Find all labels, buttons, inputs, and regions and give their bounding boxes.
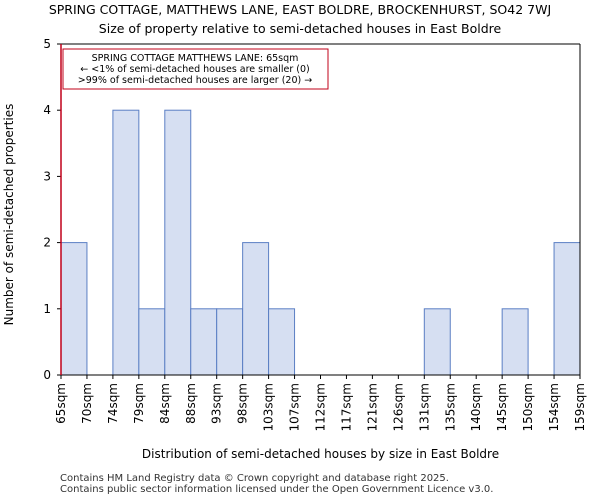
- x-tick-label-107sqm: 107sqm: [288, 383, 302, 431]
- x-tick-label-154sqm: 154sqm: [547, 383, 561, 431]
- x-tick-label-70sqm: 70sqm: [80, 383, 94, 424]
- x-tick-label-121sqm: 121sqm: [365, 383, 379, 431]
- y-tick-label-2: 2: [43, 236, 51, 250]
- y-tick-label-1: 1: [43, 302, 51, 316]
- annotation-box: [62, 48, 329, 90]
- bar-65sqm: [60, 242, 88, 376]
- x-tick-label-103sqm: 103sqm: [262, 383, 276, 431]
- chart-subtitle: Size of property relative to semi-detach…: [98, 21, 502, 36]
- bar-84sqm: [164, 109, 192, 376]
- x-tick-label-140sqm: 140sqm: [469, 383, 483, 431]
- bar-103sqm: [268, 308, 296, 376]
- bar-154sqm: [553, 242, 581, 376]
- x-tick-label-98sqm: 98sqm: [236, 383, 250, 424]
- bar-93sqm: [216, 308, 244, 376]
- x-tick-label-135sqm: 135sqm: [443, 383, 457, 431]
- y-tick-label-0: 0: [43, 368, 51, 382]
- bar-88sqm: [190, 308, 218, 376]
- annotation-line-3: >99% of semi-detached houses are larger …: [78, 75, 312, 86]
- x-tick-label-112sqm: 112sqm: [314, 383, 328, 431]
- y-tick-label-4: 4: [43, 103, 51, 117]
- x-tick-label-84sqm: 84sqm: [158, 383, 172, 424]
- x-tick-label-131sqm: 131sqm: [417, 383, 431, 431]
- x-tick-label-145sqm: 145sqm: [495, 383, 509, 431]
- x-tick-label-117sqm: 117sqm: [339, 383, 353, 431]
- footer-line-1: Contains HM Land Registry data © Crown c…: [60, 473, 449, 484]
- x-tick-label-150sqm: 150sqm: [521, 383, 535, 431]
- x-tick-label-126sqm: 126sqm: [391, 383, 405, 431]
- x-tick-label-88sqm: 88sqm: [184, 383, 198, 424]
- bar-79sqm: [138, 308, 166, 376]
- x-tick-label-93sqm: 93sqm: [210, 383, 224, 424]
- bar-131sqm: [423, 308, 451, 376]
- x-tick-label-74sqm: 74sqm: [106, 383, 120, 424]
- bar-74sqm: [112, 109, 140, 376]
- annotation-line-1: SPRING COTTAGE MATTHEWS LANE: 65sqm: [92, 53, 299, 64]
- bar-98sqm: [242, 242, 270, 376]
- y-tick-label-5: 5: [43, 37, 51, 51]
- y-tick-label-3: 3: [43, 169, 51, 183]
- bar-145sqm: [501, 308, 529, 376]
- x-tick-label-79sqm: 79sqm: [132, 383, 146, 424]
- x-tick-label-159sqm: 159sqm: [573, 383, 587, 431]
- footer-line-2: Contains public sector information licen…: [60, 484, 494, 495]
- x-axis-title: Distribution of semi-detached houses by …: [142, 447, 499, 461]
- chart-title: SPRING COTTAGE, MATTHEWS LANE, EAST BOLD…: [48, 2, 552, 17]
- annotation-line-2: ← <1% of semi-detached houses are smalle…: [80, 64, 309, 75]
- y-axis-title: Number of semi-detached properties: [2, 104, 16, 326]
- x-tick-label-65sqm: 65sqm: [54, 383, 68, 424]
